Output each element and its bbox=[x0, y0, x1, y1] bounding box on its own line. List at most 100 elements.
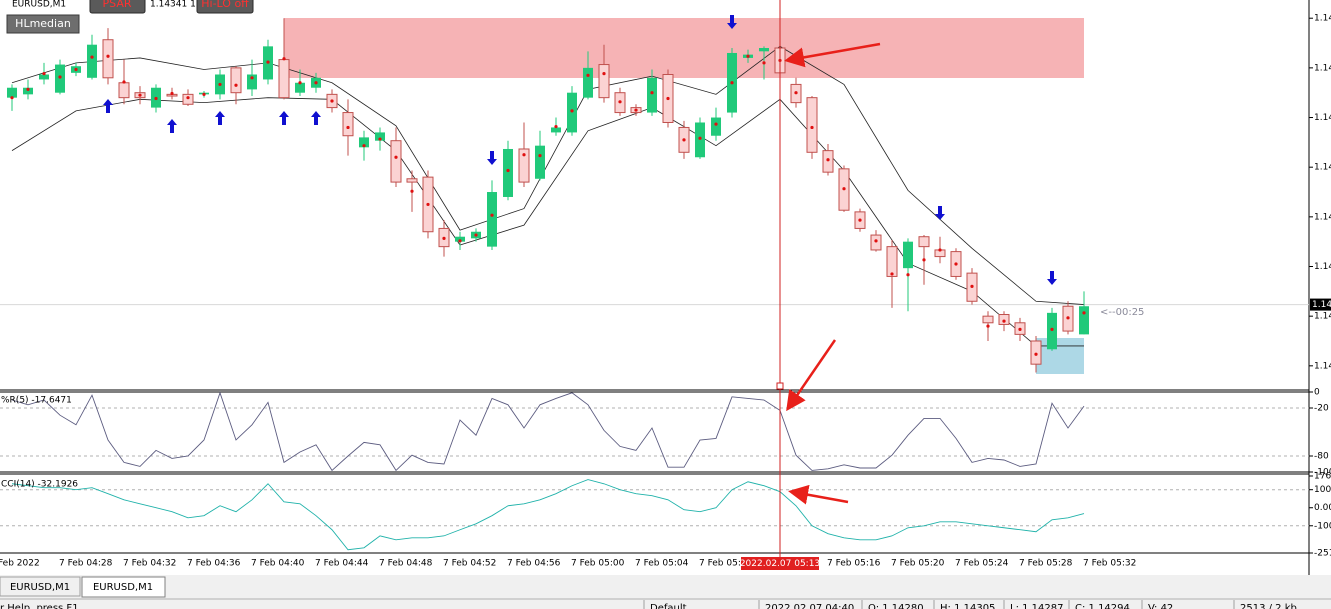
candle-body-down bbox=[1030, 340, 1042, 365]
median-dot bbox=[378, 137, 382, 141]
candle-body-down bbox=[102, 39, 114, 79]
candle-body-up bbox=[583, 67, 593, 98]
y-tick-label: 1.14 bbox=[1314, 212, 1331, 222]
resistance-zone bbox=[284, 18, 1084, 78]
median-dot bbox=[1018, 327, 1022, 332]
panels bbox=[0, 0, 1310, 575]
y-tick-label: 1.14 bbox=[1314, 312, 1331, 322]
median-dot bbox=[762, 61, 766, 65]
x-tick-label: 7 Feb 04:44 bbox=[315, 559, 369, 569]
x-tick-label: 7 Feb 05:20 bbox=[891, 559, 945, 569]
median-dot bbox=[314, 81, 318, 85]
hilo-button-label[interactable]: Hi-LO off bbox=[201, 0, 249, 10]
median-dot bbox=[138, 93, 142, 97]
median-dot bbox=[10, 96, 14, 100]
buy-arrow bbox=[279, 111, 289, 125]
candle-body-down bbox=[390, 140, 402, 183]
buy-arrow bbox=[103, 99, 113, 113]
status-item: L: 1.14287 bbox=[1010, 603, 1063, 609]
annotation-arrow bbox=[784, 42, 881, 68]
median-dot bbox=[298, 81, 302, 85]
candle-body-up bbox=[711, 117, 721, 136]
hlmedian-button[interactable] bbox=[6, 14, 80, 34]
median-dot bbox=[570, 109, 574, 113]
x-tick-label: 7 Feb 04:28 bbox=[59, 559, 113, 569]
candle-body-down bbox=[870, 234, 882, 251]
median-dot bbox=[458, 239, 462, 243]
median-dot bbox=[954, 262, 958, 266]
candle-body-up bbox=[359, 137, 369, 148]
status-item: V: 42 bbox=[1148, 603, 1173, 609]
support-zone bbox=[1036, 338, 1084, 374]
candle-body-down bbox=[342, 112, 354, 137]
y-tick-label: 1.14 bbox=[1314, 361, 1331, 371]
y-tick-label: 0.00 bbox=[1314, 503, 1331, 513]
median-dot bbox=[730, 81, 734, 85]
candle-body-up bbox=[7, 87, 17, 98]
median-dot bbox=[970, 284, 974, 288]
median-dot bbox=[698, 136, 702, 140]
median-dot bbox=[906, 273, 910, 277]
x-tick-label: 7 Feb 05:08 bbox=[699, 559, 753, 569]
median-dot bbox=[410, 189, 414, 193]
candle-body-down bbox=[886, 246, 898, 277]
median-dot bbox=[602, 72, 606, 76]
tab-label[interactable]: EURUSD,M1 bbox=[93, 582, 153, 593]
median-dot bbox=[714, 122, 718, 126]
x-tick-label: 7 Feb 04:52 bbox=[443, 559, 496, 569]
y-tick-label: -251 bbox=[1314, 549, 1331, 559]
annotation-arrow bbox=[786, 339, 837, 412]
candle-body-up bbox=[295, 82, 305, 93]
median-dot bbox=[362, 144, 366, 148]
x-tick-label: 7 Feb 04:48 bbox=[379, 559, 433, 569]
psar-button[interactable] bbox=[89, 0, 146, 14]
status-items: r Help, press F1 Default 2022.02.07 04:40 O… bbox=[0, 600, 1297, 609]
x-tick-label: 7 Feb 05:32 bbox=[1083, 559, 1136, 569]
axis-start-label: Feb 2022 bbox=[0, 559, 40, 569]
candle-body-up bbox=[1079, 306, 1089, 335]
y-tick-label: -100 bbox=[1314, 468, 1331, 478]
candle-body-down bbox=[406, 178, 418, 183]
hilo-button[interactable] bbox=[196, 0, 254, 14]
candle-body-up bbox=[535, 145, 545, 179]
status-item: 2022.02.07 04:40 bbox=[765, 603, 854, 609]
median-dot bbox=[522, 153, 526, 157]
tab[interactable] bbox=[0, 576, 81, 597]
y-tick-label: 0 bbox=[1314, 388, 1320, 398]
candle-body-up bbox=[39, 74, 49, 80]
tab-label[interactable]: EURUSD,M1 bbox=[10, 582, 70, 593]
indicator-title: %R(5) -17.6471 bbox=[1, 396, 72, 406]
candle-body-up bbox=[87, 44, 97, 78]
y-tick-label: -20 bbox=[1314, 404, 1329, 414]
median-dot bbox=[346, 125, 350, 130]
y-tick-label: 1.14 bbox=[1314, 262, 1331, 272]
median-dot bbox=[26, 87, 30, 91]
status-item: C: 1.14294 bbox=[1075, 603, 1130, 609]
candle-body-up bbox=[23, 87, 33, 95]
median-dot bbox=[538, 154, 542, 158]
median-dot bbox=[1002, 319, 1006, 323]
hlmedian-button-label[interactable]: HLmedian bbox=[15, 17, 71, 30]
y-tick-label: -80 bbox=[1314, 452, 1329, 462]
median-dot bbox=[666, 96, 670, 101]
median-dot bbox=[1050, 327, 1054, 332]
current-price-box bbox=[1310, 298, 1331, 311]
median-dot bbox=[922, 258, 926, 262]
psar-button-label[interactable]: PSAR bbox=[103, 0, 132, 10]
candle-body-up bbox=[759, 48, 769, 52]
x-tick-label: 7 Feb 04:40 bbox=[251, 559, 305, 569]
status-item: Default bbox=[650, 603, 687, 609]
candle-body-down bbox=[230, 67, 242, 94]
plot: 1.14 1.14 1.14 1.14 1.14 1.14 1.14 1.14 7 Feb 04… bbox=[0, 14, 1331, 569]
tab-bar bbox=[0, 575, 1331, 598]
x-tick-label: 7 Feb 05:00 bbox=[571, 559, 625, 569]
candle-body-up bbox=[567, 92, 577, 133]
candle-body-down bbox=[998, 314, 1010, 325]
candle-body-up bbox=[375, 132, 385, 141]
candle-body-down bbox=[598, 64, 610, 99]
y-tick-label: 1.14 bbox=[1314, 14, 1331, 24]
median-dot bbox=[122, 80, 126, 84]
tab-active[interactable] bbox=[81, 576, 166, 598]
candle-body-up bbox=[487, 192, 497, 247]
median-dot bbox=[330, 99, 334, 103]
